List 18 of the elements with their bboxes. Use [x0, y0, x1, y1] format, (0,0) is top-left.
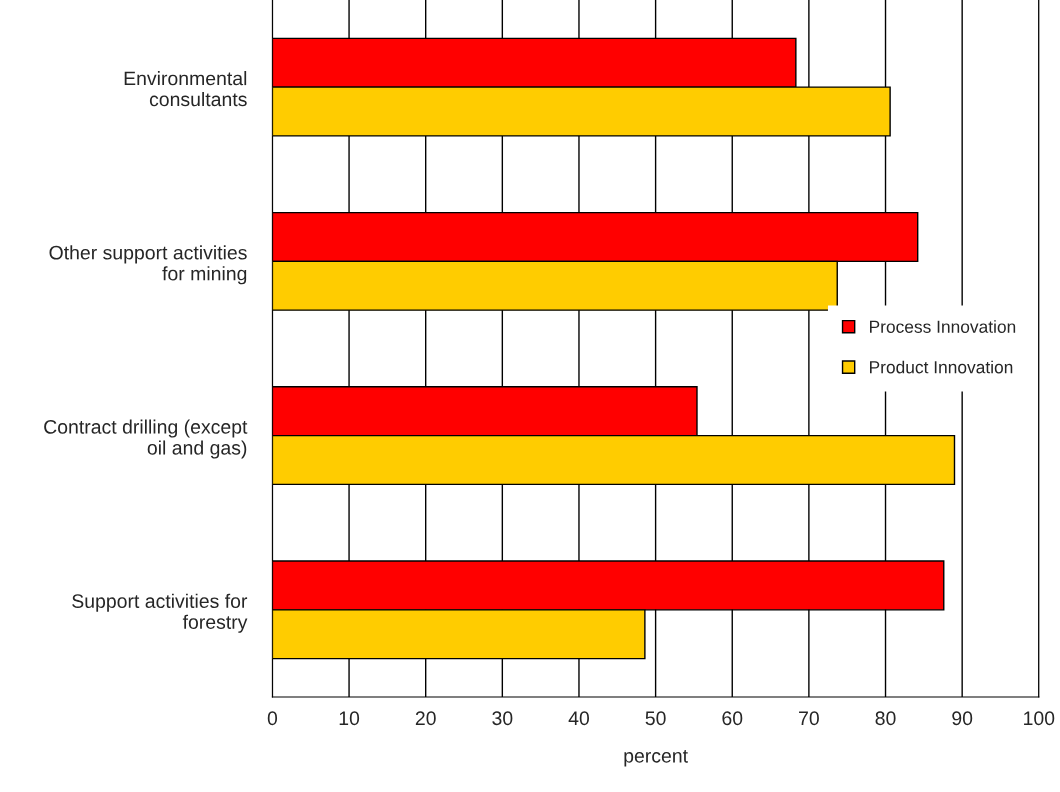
- y-tick-label: Other support activities for mining: [49, 245, 247, 285]
- x-tick-label: 30: [492, 711, 513, 726]
- x-tick-label: 20: [415, 711, 436, 726]
- y-tick-label: Support activities for forestry: [72, 593, 248, 633]
- x-tick-label: 80: [875, 711, 896, 726]
- x-tick-label: 90: [952, 711, 973, 726]
- x-tick-label: 40: [568, 711, 590, 726]
- x-tick-label: 60: [722, 711, 743, 726]
- x-tick-label: 50: [645, 711, 666, 726]
- y-tick-label: Environmental consultants: [124, 71, 247, 107]
- legend-label: Process Innovation: [870, 320, 1016, 333]
- x-tick-label: 0: [267, 711, 278, 726]
- x-tick-label: 70: [799, 711, 819, 726]
- x-tick-label: 10: [339, 711, 360, 726]
- y-tick-label: Contract drilling (except oil and gas): [44, 419, 248, 459]
- x-axis-title: percent: [624, 749, 688, 767]
- legend-label: Product Innovation: [870, 360, 1013, 374]
- x-tick-label: 100: [1024, 711, 1055, 726]
